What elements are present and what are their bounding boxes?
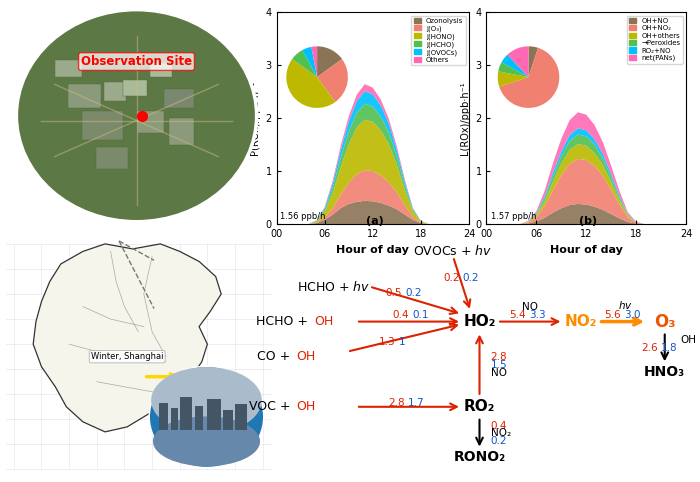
- Text: RO₂: RO₂: [464, 399, 495, 415]
- Text: HNO₃: HNO₃: [644, 365, 685, 379]
- Text: 2.8: 2.8: [491, 352, 507, 362]
- Text: 0.2: 0.2: [443, 273, 460, 283]
- Wedge shape: [317, 46, 342, 77]
- Bar: [82, 111, 122, 140]
- Text: CO +: CO +: [257, 350, 294, 363]
- Text: NO₂: NO₂: [565, 314, 597, 329]
- Text: 5.6: 5.6: [604, 309, 621, 320]
- Text: 1.8: 1.8: [662, 343, 678, 353]
- Text: $hv$: $hv$: [617, 299, 633, 311]
- Text: NO₂: NO₂: [491, 428, 510, 438]
- Ellipse shape: [150, 367, 263, 467]
- Legend: OH+NO, OH+NO₂, OH+others, →Peroxides, RO₂+NO, net(PANs): OH+NO, OH+NO₂, OH+others, →Peroxides, RO…: [626, 15, 682, 64]
- Legend: Ozonolysis, j(O₃), j(HONO), j(HCHO), j(OVOCs), Others: Ozonolysis, j(O₃), j(HONO), j(HCHO), j(O…: [412, 15, 466, 65]
- Text: 0.2: 0.2: [491, 436, 507, 446]
- Bar: [206, 399, 220, 430]
- Text: HCHO + $hv$: HCHO + $hv$: [298, 280, 370, 294]
- Text: RONO₂: RONO₂: [454, 450, 505, 464]
- Bar: [69, 84, 101, 108]
- Text: 0.1: 0.1: [412, 309, 428, 320]
- Text: OH: OH: [680, 335, 696, 346]
- Text: 0.2: 0.2: [405, 288, 422, 298]
- Bar: [150, 63, 172, 77]
- Text: 1.56 ppb/h: 1.56 ppb/h: [280, 212, 326, 221]
- Bar: [223, 410, 232, 430]
- Wedge shape: [498, 71, 528, 87]
- Bar: [95, 147, 128, 169]
- Wedge shape: [498, 62, 528, 77]
- Bar: [181, 397, 192, 430]
- Bar: [171, 408, 178, 430]
- Text: OH: OH: [297, 401, 316, 413]
- Bar: [104, 82, 125, 101]
- Wedge shape: [499, 48, 559, 108]
- Bar: [195, 406, 203, 430]
- Wedge shape: [317, 59, 348, 102]
- Bar: [136, 111, 164, 133]
- Text: 3.3: 3.3: [529, 309, 545, 320]
- Text: O₃: O₃: [654, 313, 676, 331]
- X-axis label: Hour of day: Hour of day: [550, 244, 623, 254]
- Wedge shape: [508, 46, 528, 77]
- Text: 0.4: 0.4: [491, 421, 507, 430]
- Y-axis label: P(ROx)/ppb·h⁻¹: P(ROx)/ppb·h⁻¹: [250, 81, 260, 155]
- Text: OH: OH: [314, 315, 333, 328]
- Polygon shape: [33, 244, 221, 432]
- Text: 0.2: 0.2: [463, 273, 480, 283]
- Ellipse shape: [150, 367, 263, 467]
- Text: 2.6: 2.6: [641, 343, 658, 353]
- X-axis label: Hour of day: Hour of day: [336, 244, 410, 254]
- Text: NO: NO: [491, 368, 507, 378]
- Text: 0.5: 0.5: [386, 288, 402, 298]
- Text: OVOCs + $hv$: OVOCs + $hv$: [414, 244, 493, 258]
- Text: Winter, Shanghai: Winter, Shanghai: [91, 352, 163, 361]
- Bar: [164, 89, 194, 108]
- Text: 1.7: 1.7: [407, 398, 424, 408]
- Text: 0.4: 0.4: [393, 309, 409, 320]
- Ellipse shape: [151, 367, 262, 434]
- Circle shape: [16, 10, 257, 222]
- Text: VOC +: VOC +: [248, 401, 294, 413]
- Text: HO₂: HO₂: [463, 314, 496, 329]
- Wedge shape: [302, 47, 317, 77]
- Text: OH: OH: [297, 350, 316, 363]
- Wedge shape: [528, 46, 538, 77]
- Text: Observation Site: Observation Site: [81, 55, 192, 68]
- Wedge shape: [501, 54, 528, 77]
- Wedge shape: [286, 59, 335, 108]
- Text: (b): (b): [579, 216, 597, 226]
- Text: 3.0: 3.0: [624, 309, 641, 320]
- Y-axis label: L(ROx)/ppb·h⁻¹: L(ROx)/ppb·h⁻¹: [460, 81, 470, 155]
- Wedge shape: [312, 46, 317, 77]
- Bar: [159, 402, 169, 430]
- Text: 5.4: 5.4: [509, 309, 526, 320]
- Bar: [169, 118, 194, 145]
- Text: 1.5: 1.5: [491, 361, 507, 371]
- Ellipse shape: [153, 416, 260, 466]
- Bar: [55, 60, 82, 77]
- Wedge shape: [292, 50, 317, 77]
- Text: 2.8: 2.8: [388, 398, 405, 408]
- Text: (a): (a): [365, 216, 384, 226]
- Text: 1.57 ppb/h: 1.57 ppb/h: [491, 212, 537, 221]
- Text: NO: NO: [522, 302, 538, 311]
- Text: 1.3: 1.3: [379, 337, 396, 347]
- Bar: [235, 403, 247, 430]
- Bar: [123, 80, 148, 96]
- Text: 1: 1: [399, 337, 405, 347]
- Text: HCHO +: HCHO +: [256, 315, 312, 328]
